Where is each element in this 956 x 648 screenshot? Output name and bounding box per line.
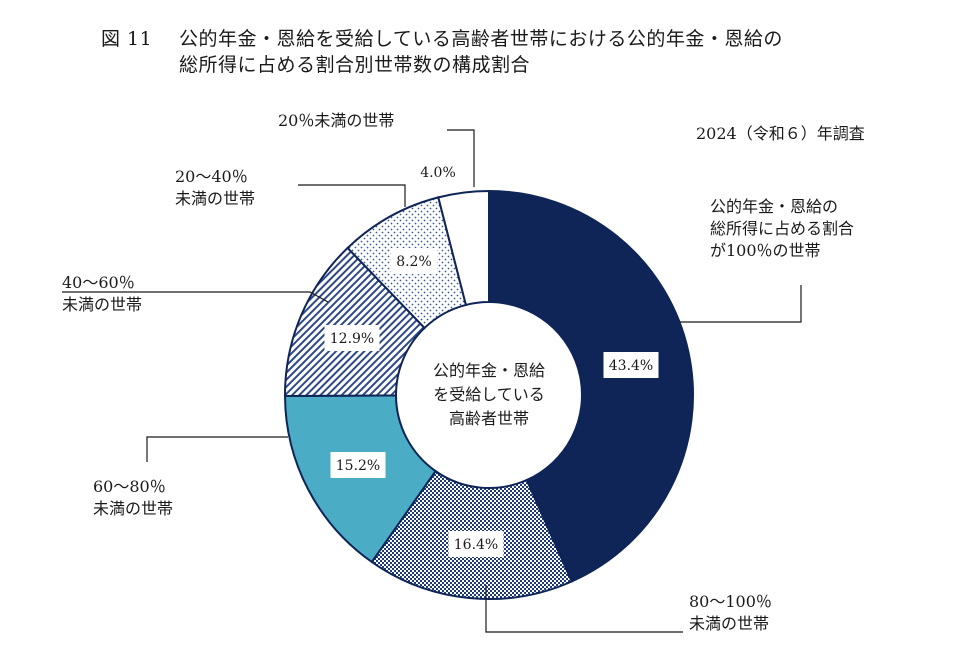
- value-label-box: [324, 325, 380, 351]
- value-label-box: [330, 452, 386, 478]
- category-label-100pct: 公的年金・恩給の総所得に占める割合が100％の世帯: [710, 197, 854, 260]
- title-line-1: 公的年金・恩給を受給している高齢者世帯における公的年金・恩給の: [179, 28, 783, 50]
- leader-line: [62, 291, 329, 303]
- leader-line: [447, 129, 475, 187]
- category-label-80-100pct: 80～100％未満の世帯: [689, 592, 772, 633]
- leader-line: [485, 585, 683, 633]
- leader-line: [298, 184, 406, 207]
- value-label-box: [603, 352, 659, 378]
- slice-100pct: [488, 189, 694, 583]
- title-line-2: 総所得に占める割合別世帯数の構成割合: [179, 54, 531, 76]
- value-label: 16.4%: [454, 537, 498, 553]
- value-label: 8.2%: [396, 254, 432, 270]
- value-label-box: [391, 248, 437, 274]
- category-label-40-60pct: 40～60％未満の世帯: [62, 273, 142, 314]
- category-label-60-80pct: 60～80％未満の世帯: [93, 477, 173, 518]
- chart-title: 図 11 公的年金・恩給を受給している高齢者世帯における公的年金・恩給の 総所得に…: [101, 26, 783, 78]
- slice-under-20pct: [437, 189, 490, 307]
- leader-line: [680, 285, 802, 323]
- category-label-under-20pct: 20％未満の世帯: [278, 111, 394, 130]
- value-label: 4.0%: [420, 165, 456, 181]
- category-label-20-40pct: 20～40％未満の世帯: [175, 167, 255, 208]
- value-label-box: [448, 531, 504, 557]
- center-label: 公的年金・恩給を受給している高齢者世帯: [433, 361, 545, 428]
- value-label: 15.2%: [336, 458, 380, 474]
- value-label: 43.4%: [609, 358, 653, 374]
- slice-60-80pct: [283, 394, 437, 564]
- leader-line: [146, 436, 288, 462]
- figure-number: 図 11: [101, 28, 153, 50]
- value-label: 12.9%: [330, 331, 374, 347]
- survey-note: 2024（令和６）年調査: [696, 124, 865, 143]
